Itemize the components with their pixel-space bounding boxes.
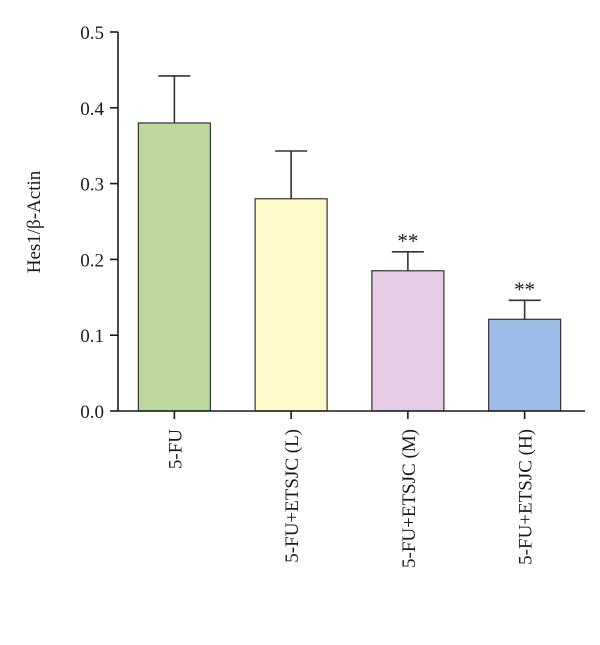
y-tick-label: 0.2 [80,250,104,271]
bar-1 [137,122,211,412]
significance-marker: ** [514,277,535,301]
y-axis: 0.0 0.1 0.2 0.3 0.4 0.5 [80,23,119,423]
bar-2 [254,198,328,412]
x-category-label: 5-FU+ETSJC (H) [516,429,537,565]
y-axis-label: Hes1/β-Actin [24,170,45,273]
y-tick-label: 0.5 [80,23,104,44]
y-tick-label: 0.1 [80,326,104,347]
y-tick-label: 0.4 [80,99,104,120]
y-tick-label: 0.3 [80,175,104,196]
x-category-label: 5-FU+ETSJC (M) [399,429,420,568]
bars: ** ** [137,75,562,412]
x-category-label: 5-FU [165,429,186,469]
significance-marker: ** [397,229,418,253]
x-axis: 5-FU 5-FU+ETSJC (L) 5-FU+ETSJC (M) 5-FU+ETS… [118,410,585,568]
bar-4 [488,318,562,412]
x-category-label: 5-FU+ETSJC (L) [282,429,303,563]
bar-3 [371,270,445,412]
y-tick-label: 0.0 [80,402,104,423]
